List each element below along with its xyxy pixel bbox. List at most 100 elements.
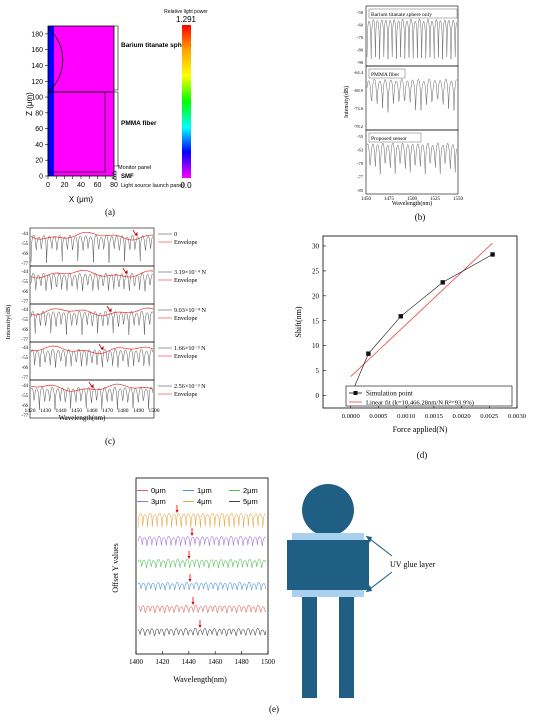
- x-ticks-e: 1400 1420 1440 1460 1480 1500: [129, 651, 276, 666]
- legend-box-b: [368, 68, 406, 79]
- subplot-frame-c: [29, 379, 155, 419]
- x-axis-label-e: Wavelength(nm): [173, 675, 227, 684]
- legend-text-b: Proposed sensor: [371, 136, 407, 142]
- x-tick-label: 40: [77, 182, 85, 189]
- y-tick-label: -60: [357, 23, 364, 28]
- light-beam: [48, 26, 54, 176]
- y-tick-label: -55: [22, 356, 29, 361]
- shift-arrow-head-icon: [188, 579, 192, 582]
- y-tick-label: -55: [22, 318, 29, 323]
- colorbar: [182, 25, 191, 178]
- x-tick-label: 0.0015: [425, 413, 444, 420]
- uv-glue-layer-bottom: [292, 590, 364, 597]
- y-tick-label: 30: [312, 242, 320, 250]
- sphere-bracket: [114, 25, 119, 91]
- y-tick-label: -77: [22, 414, 29, 419]
- series-d: [348, 242, 495, 398]
- x-tick-label: 1550: [453, 197, 464, 202]
- shift-arrow-head-icon: [187, 556, 191, 559]
- smf-label: SMF: [121, 174, 134, 180]
- simulation-point: [366, 351, 371, 356]
- x-axis-label-a: X (μm): [69, 195, 93, 204]
- legend-text-e: 5μm: [243, 497, 258, 506]
- panel-b-subplots: Barium titanate sphere only -50 -60 -70 -80 -…: [354, 5, 464, 202]
- x-tick-label: 1500: [407, 197, 418, 202]
- x-tick-label: 0.0020: [453, 413, 472, 420]
- legend-text-envelope: Envelope: [174, 353, 198, 360]
- spectrum-trace: [137, 627, 267, 637]
- shift-arrow-head-icon: [191, 602, 195, 605]
- legend-box-b: [368, 132, 422, 143]
- y-axis-label-a: Z (μm): [25, 92, 34, 116]
- y-axis-label-d: Shift(nm): [294, 306, 303, 337]
- field-map: [48, 26, 114, 176]
- spectrum-trace: [30, 386, 154, 411]
- y-tick-label: 15: [312, 317, 320, 325]
- x-axis-label-b: Wavelength(nm): [392, 200, 432, 207]
- y-tick-label: -70: [357, 161, 364, 166]
- y-tick-label: -55: [22, 280, 29, 285]
- legend-text-e: 3μm: [151, 497, 166, 506]
- y-tick-label: 160: [31, 47, 43, 54]
- fiber-bracket: [114, 91, 119, 167]
- legend-d: Simulation point Linear fit (k=10,466.28…: [345, 385, 513, 407]
- panel-label-a: (a): [105, 207, 115, 217]
- shift-arrow-head-icon: [175, 510, 179, 513]
- x-tick-label: 80: [110, 182, 118, 189]
- y-axis-label-c: Intensity(dB): [5, 305, 12, 340]
- y-tick-label: -66: [22, 252, 29, 257]
- subplot-frame-c: [29, 341, 155, 381]
- y-axis-label-b: Intensity(dB): [343, 86, 350, 118]
- envelope-trace: [30, 231, 153, 241]
- panel-b: Barium titanate sphere only -50 -60 -70 -80 -…: [343, 5, 464, 222]
- y-tick-label: 60: [35, 126, 43, 133]
- shift-arrow-head-icon: [124, 270, 128, 274]
- y-tick-label: 20: [312, 292, 320, 300]
- y-axis-label-e: Offset Y values: [111, 543, 120, 592]
- uv-glue-callout: UV glue layer: [390, 560, 436, 569]
- x-tick-label: 1450: [71, 408, 82, 414]
- y-tick-label: -80: [357, 48, 364, 53]
- legend-text-fit: Linear fit (k=10,466.28nm/N R²=93.9%): [366, 400, 474, 407]
- spectrum-trace: [30, 272, 153, 292]
- y-tick-label: 0: [316, 392, 320, 400]
- y-tick-label: 10: [312, 342, 320, 350]
- sphere-outline: [47, 27, 64, 93]
- y-tick-label: 140: [31, 63, 43, 70]
- panel-d: 0.0000 0.0005 0.0010 0.0015 0.0020 0.0025 0.00…: [294, 235, 527, 460]
- sphere-label: Barium titanate sphere: [121, 42, 192, 49]
- legend-text-c: 3.19×10⁻⁴ N: [174, 269, 206, 276]
- y-tick-label: -66: [22, 366, 29, 371]
- x-tick-label: 1420: [25, 408, 36, 414]
- x-tick-label: 1500: [149, 408, 160, 414]
- x-tick-label: 1460: [208, 658, 223, 666]
- y-tick-label: -50: [357, 10, 364, 15]
- envelope-trace: [30, 269, 154, 279]
- legend-box-b: [368, 8, 458, 19]
- y-tick-label: -44: [22, 384, 29, 389]
- colorbar-max: 1.291: [176, 15, 197, 24]
- subplot-frame-b: [365, 129, 459, 195]
- x-tick-label: 20: [61, 182, 69, 189]
- y-tick-label: 40: [35, 142, 43, 149]
- spectrum-trace: [366, 18, 457, 60]
- sensor-wearer-illustration: UV glue layer: [287, 484, 436, 698]
- spectrum-trace: [366, 142, 457, 175]
- legend-e: 0μm 1μm 2μm 3μm 4μm 5μm: [137, 486, 258, 506]
- x-tick-label: 1440: [182, 658, 197, 666]
- y-tick-label: -66: [22, 290, 29, 295]
- fiber-label: PMMA fiber: [121, 120, 157, 127]
- shift-arrow-head-icon: [108, 308, 112, 312]
- panel-label-c: (c): [105, 436, 115, 446]
- y-tick-label: 20: [35, 158, 43, 165]
- y-tick-label: -66: [22, 404, 29, 409]
- y-tick-label: 0: [39, 174, 43, 181]
- legend-text-e: 1μm: [197, 486, 212, 495]
- envelope-trace: [30, 383, 154, 392]
- y-tick-label: -77: [357, 175, 364, 180]
- legend-text-b: PMMA fiber: [371, 71, 399, 78]
- shift-arrow-head-icon: [100, 346, 104, 350]
